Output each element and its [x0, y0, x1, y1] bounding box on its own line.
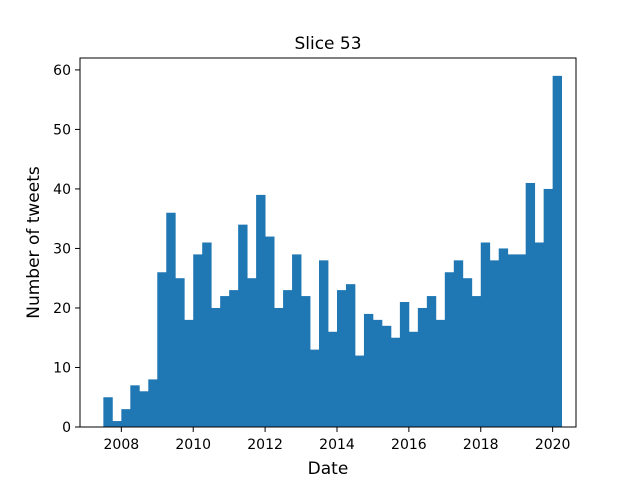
y-ticks: 0 10 20 30 40 50 60: [53, 63, 80, 436]
x-tick-label: 2008: [104, 437, 140, 453]
plot-frame: [79, 57, 577, 428]
y-tick-label: 10: [53, 360, 71, 376]
histogram-bar: [363, 313, 374, 427]
histogram-bar: [157, 272, 167, 427]
histogram-bar: [283, 290, 293, 427]
histogram-bar: [345, 284, 356, 427]
y-tick-label: 30: [53, 241, 71, 257]
x-tick-label: 2012: [247, 437, 283, 453]
histogram-bar: [381, 325, 392, 427]
histogram-bar: [498, 248, 509, 427]
histogram-bar: [211, 307, 221, 427]
histogram-bar: [435, 319, 446, 427]
x-tick-label: 2018: [463, 437, 499, 453]
x-axis-label: Date: [308, 459, 349, 479]
histogram-bar: [139, 391, 149, 427]
x-tick-label: 2010: [175, 437, 211, 453]
histogram-bar: [148, 379, 158, 427]
y-tick-label: 50: [53, 122, 71, 138]
histogram-bar: [444, 272, 455, 427]
histogram-bar: [471, 296, 482, 427]
histogram-bar: [534, 242, 545, 427]
histogram-bar: [103, 397, 113, 427]
y-tick-label: 40: [53, 182, 71, 198]
y-tick-label: 0: [62, 420, 71, 436]
bars-layer: [103, 75, 563, 428]
histogram-bar: [336, 290, 347, 427]
x-tick-label: 2020: [535, 437, 571, 453]
histogram-bar: [399, 302, 410, 427]
histogram-bar: [480, 242, 491, 427]
histogram-bar: [265, 236, 275, 427]
histogram-bar: [372, 319, 383, 427]
x-tick-label: 2014: [319, 437, 355, 453]
y-tick-label: 20: [53, 301, 71, 317]
histogram-bar: [426, 296, 437, 427]
x-ticks: 2008 2010 2012 2014 2016 2018 2020: [104, 427, 571, 453]
histogram-bar: [274, 307, 284, 427]
histogram-bar: [292, 254, 302, 427]
histogram-bar: [552, 75, 563, 428]
histogram-bar: [184, 319, 194, 427]
histogram-bar: [328, 331, 338, 427]
histogram-bar: [462, 278, 473, 427]
histogram-bar: [417, 307, 428, 427]
histogram-bar: [193, 254, 203, 427]
histogram-bar: [229, 290, 239, 427]
histogram-bar: [507, 254, 518, 427]
histogram-bar: [166, 212, 176, 427]
histogram-bar: [238, 224, 248, 427]
histogram-bar: [202, 242, 212, 427]
histogram-bar: [130, 385, 140, 427]
histogram-bar: [543, 188, 554, 427]
histogram-bar: [256, 194, 266, 427]
histogram-bar: [408, 331, 419, 427]
x-tick-label: 2016: [391, 437, 427, 453]
histogram-bar: [390, 337, 401, 427]
histogram-bar: [220, 296, 230, 427]
histogram-bar: [310, 349, 320, 427]
histogram-bar: [525, 182, 536, 427]
histogram-bar: [354, 355, 365, 427]
histogram-bar: [489, 260, 500, 427]
histogram-bar: [247, 278, 257, 427]
y-tick-label: 60: [53, 63, 71, 79]
histogram-bar: [121, 409, 131, 427]
histogram-bar: [319, 260, 329, 427]
histogram-bar: [112, 421, 122, 427]
chart-title: Slice 53: [294, 34, 361, 54]
histogram-bar: [453, 260, 464, 427]
histogram-bar: [301, 296, 311, 427]
histogram-bar: [175, 278, 185, 427]
histogram-bar: [516, 254, 527, 427]
y-axis-label: Number of tweets: [24, 166, 44, 319]
